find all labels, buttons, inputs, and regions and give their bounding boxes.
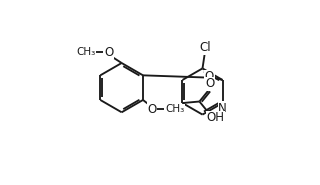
Text: O: O xyxy=(205,70,214,83)
Text: OH: OH xyxy=(207,111,225,124)
Text: N: N xyxy=(218,102,227,115)
Text: CH₃: CH₃ xyxy=(165,104,184,114)
Text: O: O xyxy=(104,46,113,59)
Text: O: O xyxy=(148,103,157,116)
Text: Cl: Cl xyxy=(200,41,212,54)
Text: O: O xyxy=(205,77,215,90)
Text: CH₃: CH₃ xyxy=(76,47,96,57)
